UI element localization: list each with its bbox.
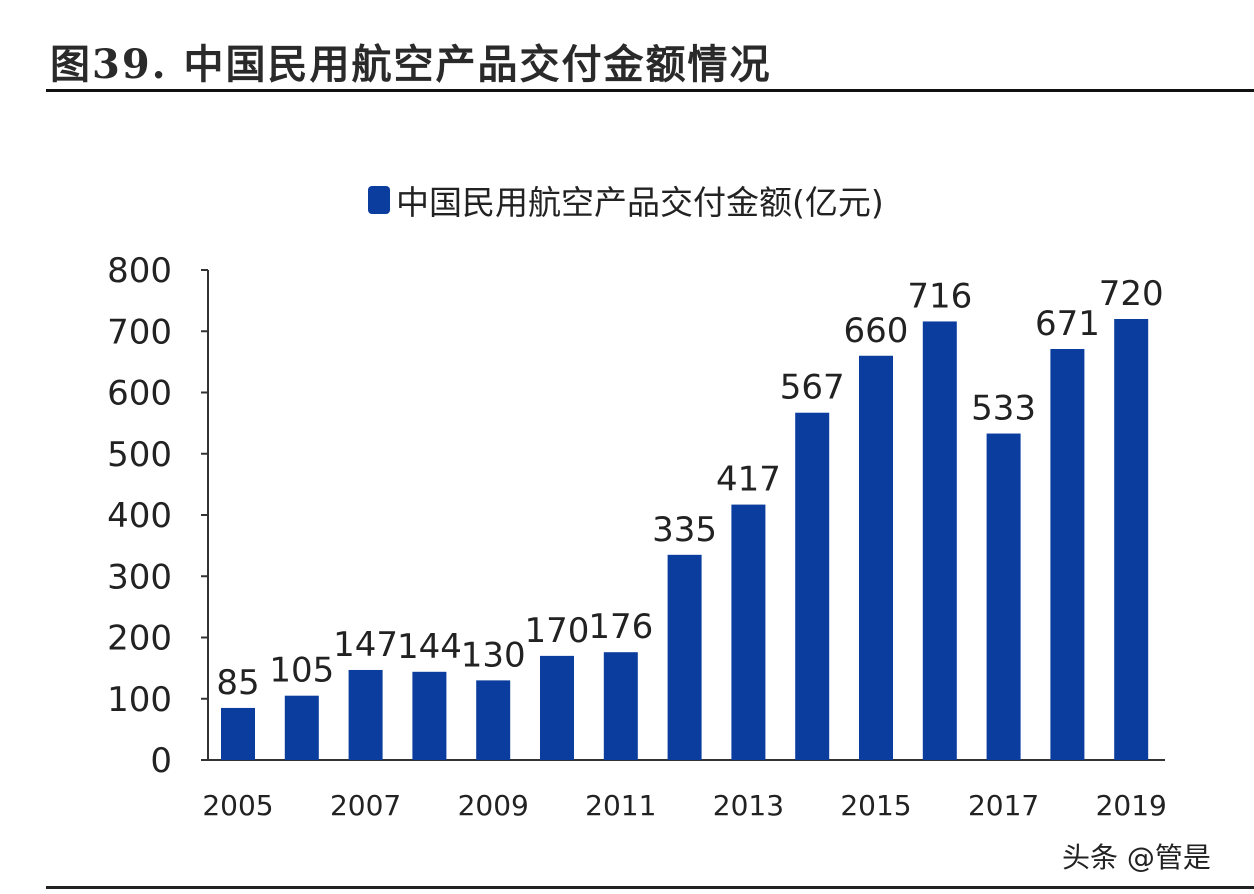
y-tick-label: 100 [107,680,172,720]
legend-label: 中国民用航空产品交付金额(亿元) [396,183,884,222]
y-tick-label: 700 [107,312,172,352]
y-tick-label: 800 [107,251,172,291]
data-label-2005: 85 [216,663,259,703]
bar-2015 [859,355,893,760]
bar-2014 [795,412,830,760]
title-underline [46,89,1254,92]
y-tick-label: 600 [107,374,172,414]
bar-2013 [731,504,766,760]
bar-2007 [348,669,383,760]
data-label-2014: 567 [780,368,845,408]
data-label-2017: 533 [971,389,1036,429]
y-tick-label: 200 [107,619,172,659]
data-label-2016: 716 [907,276,972,316]
bar-2010 [540,655,574,760]
x-tick-label: 2011 [585,789,656,822]
bar-2016 [922,321,957,760]
data-label-2008: 144 [397,627,462,667]
x-tick-label: 2005 [202,789,273,822]
data-label-2013: 417 [716,460,781,500]
bar-2018 [1050,349,1085,760]
data-label-2007: 147 [333,625,398,665]
bar-2009 [476,680,511,760]
bar-2017 [986,433,1021,760]
y-tick-label: 0 [150,741,172,781]
data-label-2011: 176 [588,607,653,647]
bar-2012 [667,554,702,760]
data-label-2009: 130 [461,635,526,675]
bottom-rule [46,886,1254,889]
figure-title: 图39. 中国民用航空产品交付金额情况 [50,41,772,88]
legend-swatch [368,186,390,214]
data-label-2019: 720 [1099,274,1164,314]
data-label-2006: 105 [269,651,334,691]
x-tick-label: 2013 [713,789,784,822]
data-label-2015: 660 [844,311,909,351]
bar-2008 [412,671,447,760]
y-tick-label: 300 [107,557,172,597]
x-tick-label: 2019 [1096,789,1167,822]
x-tick-label: 2015 [840,789,911,822]
data-label-2012: 335 [652,510,717,550]
bar-2011 [603,652,638,760]
bar-2019 [1114,319,1149,760]
data-label-2010: 170 [525,611,590,651]
data-label-2018: 671 [1035,304,1100,344]
y-tick-label: 500 [107,435,172,475]
y-tick-label: 400 [107,496,172,536]
watermark: 头条 @管是 [1062,841,1211,874]
bar-2005 [221,707,255,760]
x-tick-label: 2009 [458,789,529,822]
legend: 中国民用航空产品交付金额(亿元) [368,176,884,224]
x-tick-label: 2007 [330,789,401,822]
bar-2006 [284,695,319,760]
x-tick-label: 2017 [968,789,1039,822]
